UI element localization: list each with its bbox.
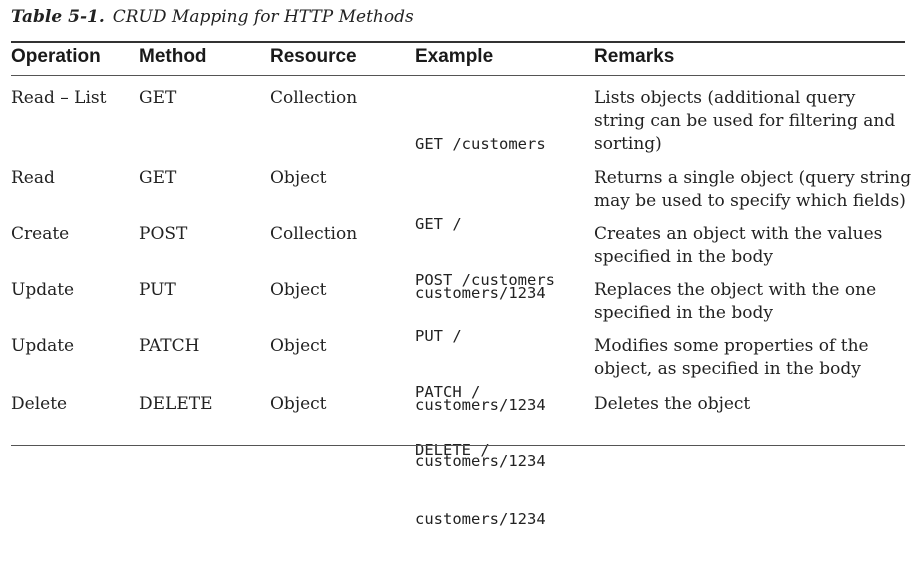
cell-operation: Update [11, 336, 75, 356]
cell-remarks: Creates an object with the values specif… [594, 223, 899, 269]
caption-title: CRUD Mapping for HTTP Methods [112, 7, 414, 27]
cell-operation: Read – List [11, 88, 107, 108]
remarks-line: may be used to specify which fields) [594, 191, 906, 211]
header-operation: Operation [11, 46, 101, 67]
cell-example: GET /customers [415, 87, 585, 202]
example-line: GET / [415, 215, 462, 233]
header-method: Method [139, 46, 207, 67]
example-line: PATCH / [415, 383, 481, 401]
cell-resource: Object [270, 394, 327, 414]
remarks-line: specified in the body [594, 303, 773, 323]
example-line: customers/1234 [415, 396, 546, 414]
cell-example: GET / customers/1234 [415, 167, 585, 351]
remarks-line: Returns a single object (query string [594, 168, 912, 188]
cell-method: GET [139, 88, 177, 108]
example-line: DELETE / [415, 441, 490, 459]
cell-remarks: Lists objects (additional query string c… [594, 87, 899, 156]
cell-remarks: Modifies some properties of the object, … [594, 335, 899, 381]
cell-resource: Collection [270, 224, 358, 244]
remarks-line: specified in the body [594, 247, 773, 267]
remarks-line: string can be used for filtering and [594, 111, 896, 131]
cell-resource: Object [270, 280, 327, 300]
cell-resource: Collection [270, 88, 358, 108]
cell-operation: Create [11, 224, 70, 244]
remarks-line: Deletes the object [594, 394, 751, 414]
header-remarks: Remarks [594, 46, 675, 67]
remarks-line: Lists objects (additional query [594, 88, 856, 108]
cell-example: POST /customers [415, 223, 585, 338]
cell-method: PUT [139, 280, 176, 300]
header-resource: Resource [270, 46, 357, 67]
caption-label: Table 5-1. [11, 7, 105, 27]
remarks-line: Modifies some properties of the [594, 336, 869, 356]
cell-operation: Delete [11, 394, 68, 414]
cell-resource: Object [270, 168, 327, 188]
cell-example: DELETE / customers/1234 [415, 393, 585, 577]
cell-operation: Update [11, 280, 75, 300]
remarks-line: object, as specified in the body [594, 359, 861, 379]
table-top-rule [11, 41, 905, 43]
example-line: PUT / [415, 327, 462, 345]
header-example: Example [415, 46, 494, 67]
cell-remarks: Deletes the object [594, 393, 899, 416]
remarks-line: Replaces the object with the one [594, 280, 877, 300]
cell-remarks: Returns a single object (query string ma… [594, 167, 912, 213]
cell-operation: Read [11, 168, 55, 188]
example-line: GET /customers [415, 135, 546, 153]
example-line: POST /customers [415, 271, 555, 289]
cell-method: GET [139, 168, 177, 188]
remarks-line: Creates an object with the values [594, 224, 883, 244]
cell-method: DELETE [139, 394, 213, 414]
cell-example: PUT / customers/1234 [415, 279, 585, 463]
cell-method: POST [139, 224, 188, 244]
example-line: customers/1234 [415, 510, 546, 528]
cell-method: PATCH [139, 336, 200, 356]
cell-resource: Object [270, 336, 327, 356]
remarks-line: sorting) [594, 134, 662, 154]
table-caption: Table 5-1. CRUD Mapping for HTTP Methods [11, 7, 414, 27]
example-line: customers/1234 [415, 284, 546, 302]
cell-remarks: Replaces the object with the one specifi… [594, 279, 899, 325]
table-bottom-rule [11, 445, 905, 446]
table-header-rule [11, 75, 905, 76]
